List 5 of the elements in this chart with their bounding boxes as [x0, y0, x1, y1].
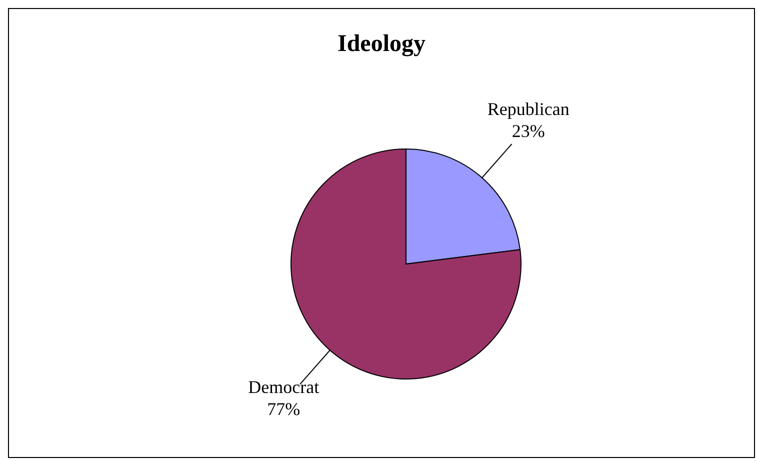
slice-label: Republican	[487, 99, 570, 120]
slice-label: Democrat	[248, 376, 320, 397]
chart-title: Ideology	[336, 31, 426, 58]
data-label: 77%	[267, 398, 300, 419]
data-label: 23%	[512, 121, 545, 142]
